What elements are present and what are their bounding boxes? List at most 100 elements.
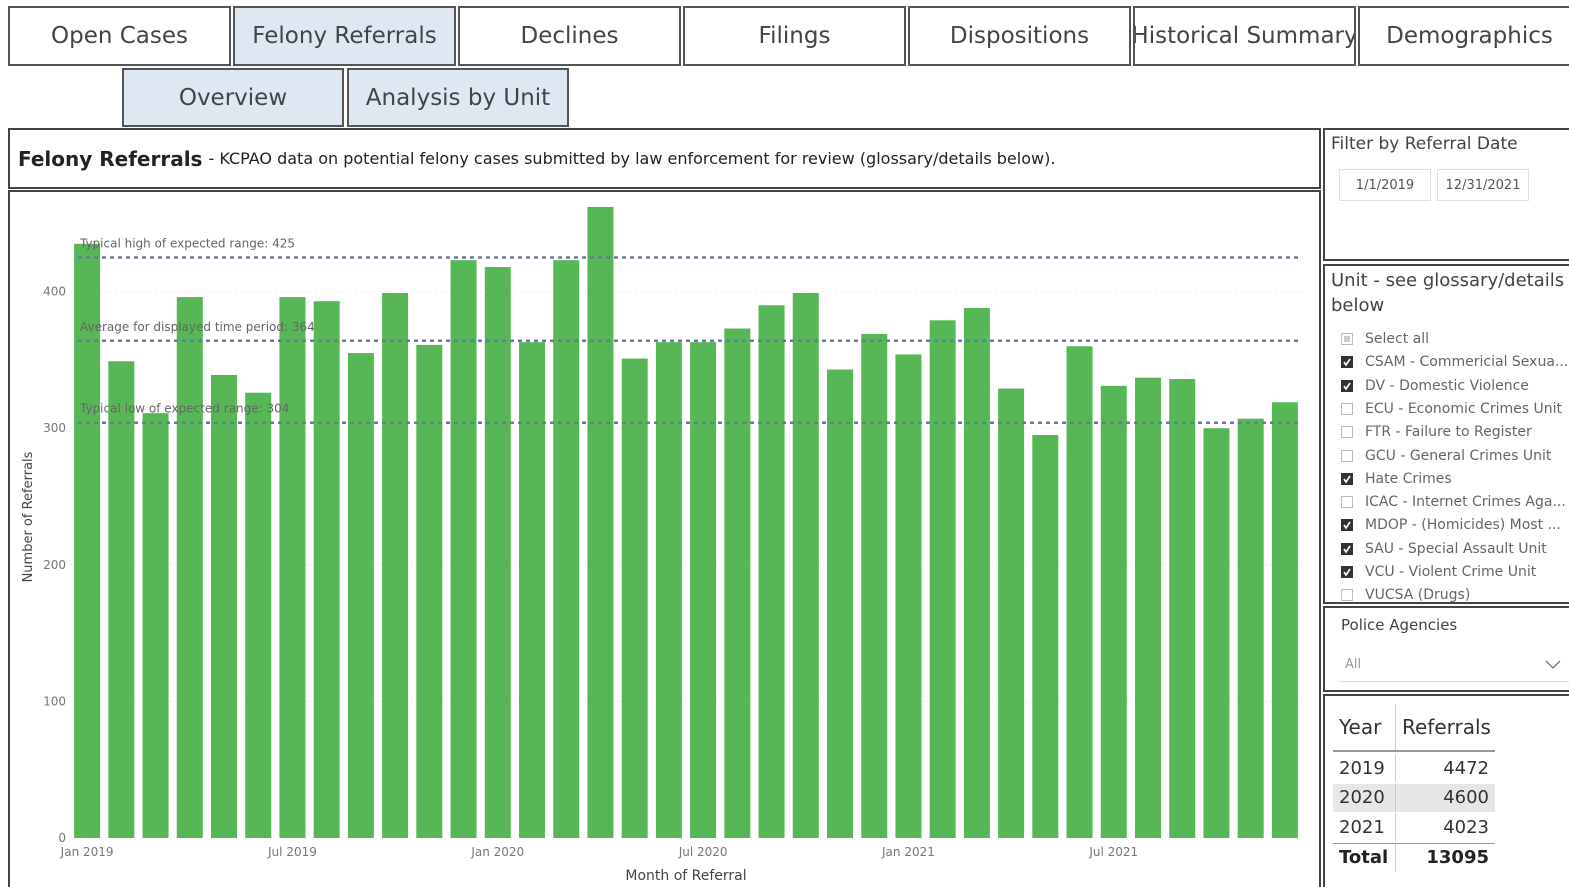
table-cell: 2021 — [1339, 816, 1385, 838]
subtab[interactable]: Overview — [122, 68, 344, 127]
check-mark — [1343, 358, 1351, 367]
unit-option[interactable]: GCU - General Crimes Unit — [1341, 446, 1551, 466]
header-description: - KCPAO data on potential felony cases s… — [208, 149, 1056, 168]
bar — [1100, 385, 1127, 838]
unit-option[interactable]: ICAC - Internet Crimes Aga... — [1341, 492, 1566, 512]
y-tick-label: 300 — [43, 421, 66, 435]
bar — [690, 342, 717, 838]
check-mark — [1343, 382, 1351, 391]
date-input[interactable]: 1/1/2019 — [1339, 169, 1431, 201]
bar — [998, 388, 1025, 838]
checkbox — [1341, 472, 1353, 485]
checkbox — [1341, 589, 1353, 602]
unit-option[interactable]: CSAM - Commericial Sexua... — [1341, 352, 1568, 372]
table-cell: 4600 — [1395, 783, 1495, 812]
unit-option-label: DV - Domestic Violence — [1365, 377, 1529, 394]
unit-option[interactable]: ECU - Economic Crimes Unit — [1341, 399, 1562, 419]
reference-label: Average for displayed time period: 364 — [80, 320, 315, 334]
bar — [621, 358, 648, 838]
dropdown[interactable]: All — [1339, 646, 1569, 682]
reference-label: Typical high of expected range: 425 — [79, 236, 295, 250]
unit-option[interactable]: DV - Domestic Violence — [1341, 376, 1529, 396]
tab[interactable]: Felony Referrals — [233, 6, 456, 66]
reference-label: Typical low of expected range: 304 — [79, 402, 289, 416]
tab[interactable]: Open Cases — [8, 6, 231, 66]
bar — [1237, 418, 1264, 838]
column-header: Year — [1339, 715, 1382, 739]
header-panel: Felony Referrals - KCPAO data on potentia… — [8, 128, 1321, 189]
bar — [518, 342, 546, 838]
x-tick-label: Jul 2020 — [678, 845, 728, 859]
column-header: Referrals — [1395, 704, 1495, 750]
bar — [963, 308, 990, 838]
unit-option[interactable]: Select all — [1341, 329, 1429, 349]
chevron-stroke — [1545, 660, 1561, 669]
bar — [587, 206, 614, 838]
check-stroke — [1343, 475, 1351, 484]
tab[interactable]: Historical Summary — [1133, 6, 1356, 66]
checkbox — [1341, 542, 1353, 555]
bar — [450, 260, 477, 838]
unit-option[interactable]: VCU - Violent Crime Unit — [1341, 562, 1536, 582]
check-stroke — [1343, 568, 1351, 577]
table-cell: 2020 — [1339, 787, 1385, 808]
unit-option[interactable]: VUCSA (Drugs) — [1341, 585, 1470, 605]
x-tick-label: Jan 2020 — [470, 845, 524, 859]
unit-filter-title: Unit - see glossary/details below — [1331, 270, 1565, 316]
bar — [313, 301, 340, 838]
unit-option-label: Select all — [1365, 331, 1429, 347]
chart-panel: 0 100 200 300 400 Jan 2019 Jul 2019 Jan 2020 Jul… — [8, 190, 1321, 887]
unit-option[interactable]: Hate Crimes — [1341, 469, 1452, 489]
y-tick-label: 0 — [58, 831, 66, 845]
checkbox — [1341, 496, 1353, 509]
check-stroke — [1343, 382, 1351, 391]
police-filter-title: Police Agencies — [1341, 616, 1458, 634]
header-rule — [1333, 750, 1495, 752]
dropdown-chevron — [1545, 660, 1561, 669]
check-mark — [1343, 521, 1351, 530]
bar — [758, 305, 785, 838]
check-stroke — [1343, 358, 1351, 367]
unit-option[interactable]: SAU - Special Assault Unit — [1341, 539, 1547, 559]
unit-option[interactable]: FTR - Failure to Register — [1341, 422, 1532, 442]
total-rule — [1333, 842, 1495, 844]
tab[interactable]: Filings — [683, 6, 906, 66]
checkbox — [1341, 379, 1353, 392]
x-tick-label: Jan 2021 — [881, 845, 935, 859]
header-title: Felony Referrals — [18, 146, 203, 171]
checkbox — [1341, 519, 1353, 532]
tab[interactable]: Demographics — [1358, 6, 1569, 66]
bar — [1066, 346, 1093, 838]
bar — [142, 413, 169, 838]
table-cell: 4472 — [1395, 754, 1495, 782]
check-mark — [1343, 475, 1351, 484]
bar — [861, 333, 888, 838]
unit-option-label: CSAM - Commericial Sexua... — [1365, 354, 1569, 371]
bar — [655, 342, 682, 838]
tab[interactable]: Dispositions — [908, 6, 1131, 66]
bar — [245, 392, 272, 838]
bar — [416, 344, 443, 838]
checkbox — [1341, 449, 1353, 462]
date-input[interactable]: 12/31/2021 — [1437, 169, 1529, 201]
y-axis-title: Number of Referrals — [21, 451, 36, 582]
bar — [792, 292, 819, 838]
subtab[interactable]: Analysis by Unit — [347, 68, 569, 127]
bar — [176, 297, 203, 839]
unit-option-label: ICAC - Internet Crimes Aga... — [1365, 494, 1566, 511]
bar — [382, 292, 409, 838]
check-stroke — [1343, 545, 1351, 554]
partial-mark — [1344, 336, 1350, 342]
bar — [279, 297, 306, 839]
unit-option-label: GCU - General Crimes Unit — [1365, 447, 1552, 464]
checkbox — [1341, 402, 1353, 415]
unit-option[interactable]: MDOP - (Homicides) Most ... — [1341, 515, 1561, 535]
table-cell: 2019 — [1339, 757, 1385, 779]
y-tick-label: 200 — [43, 558, 66, 572]
bar — [1271, 402, 1298, 838]
table-panel: Year Referrals 2019 4472 2020 4600 2021 4023 Tot… — [1323, 694, 1569, 887]
tab[interactable]: Declines — [458, 6, 681, 66]
unit-option-label: Hate Crimes — [1365, 470, 1452, 487]
bar — [74, 243, 101, 839]
